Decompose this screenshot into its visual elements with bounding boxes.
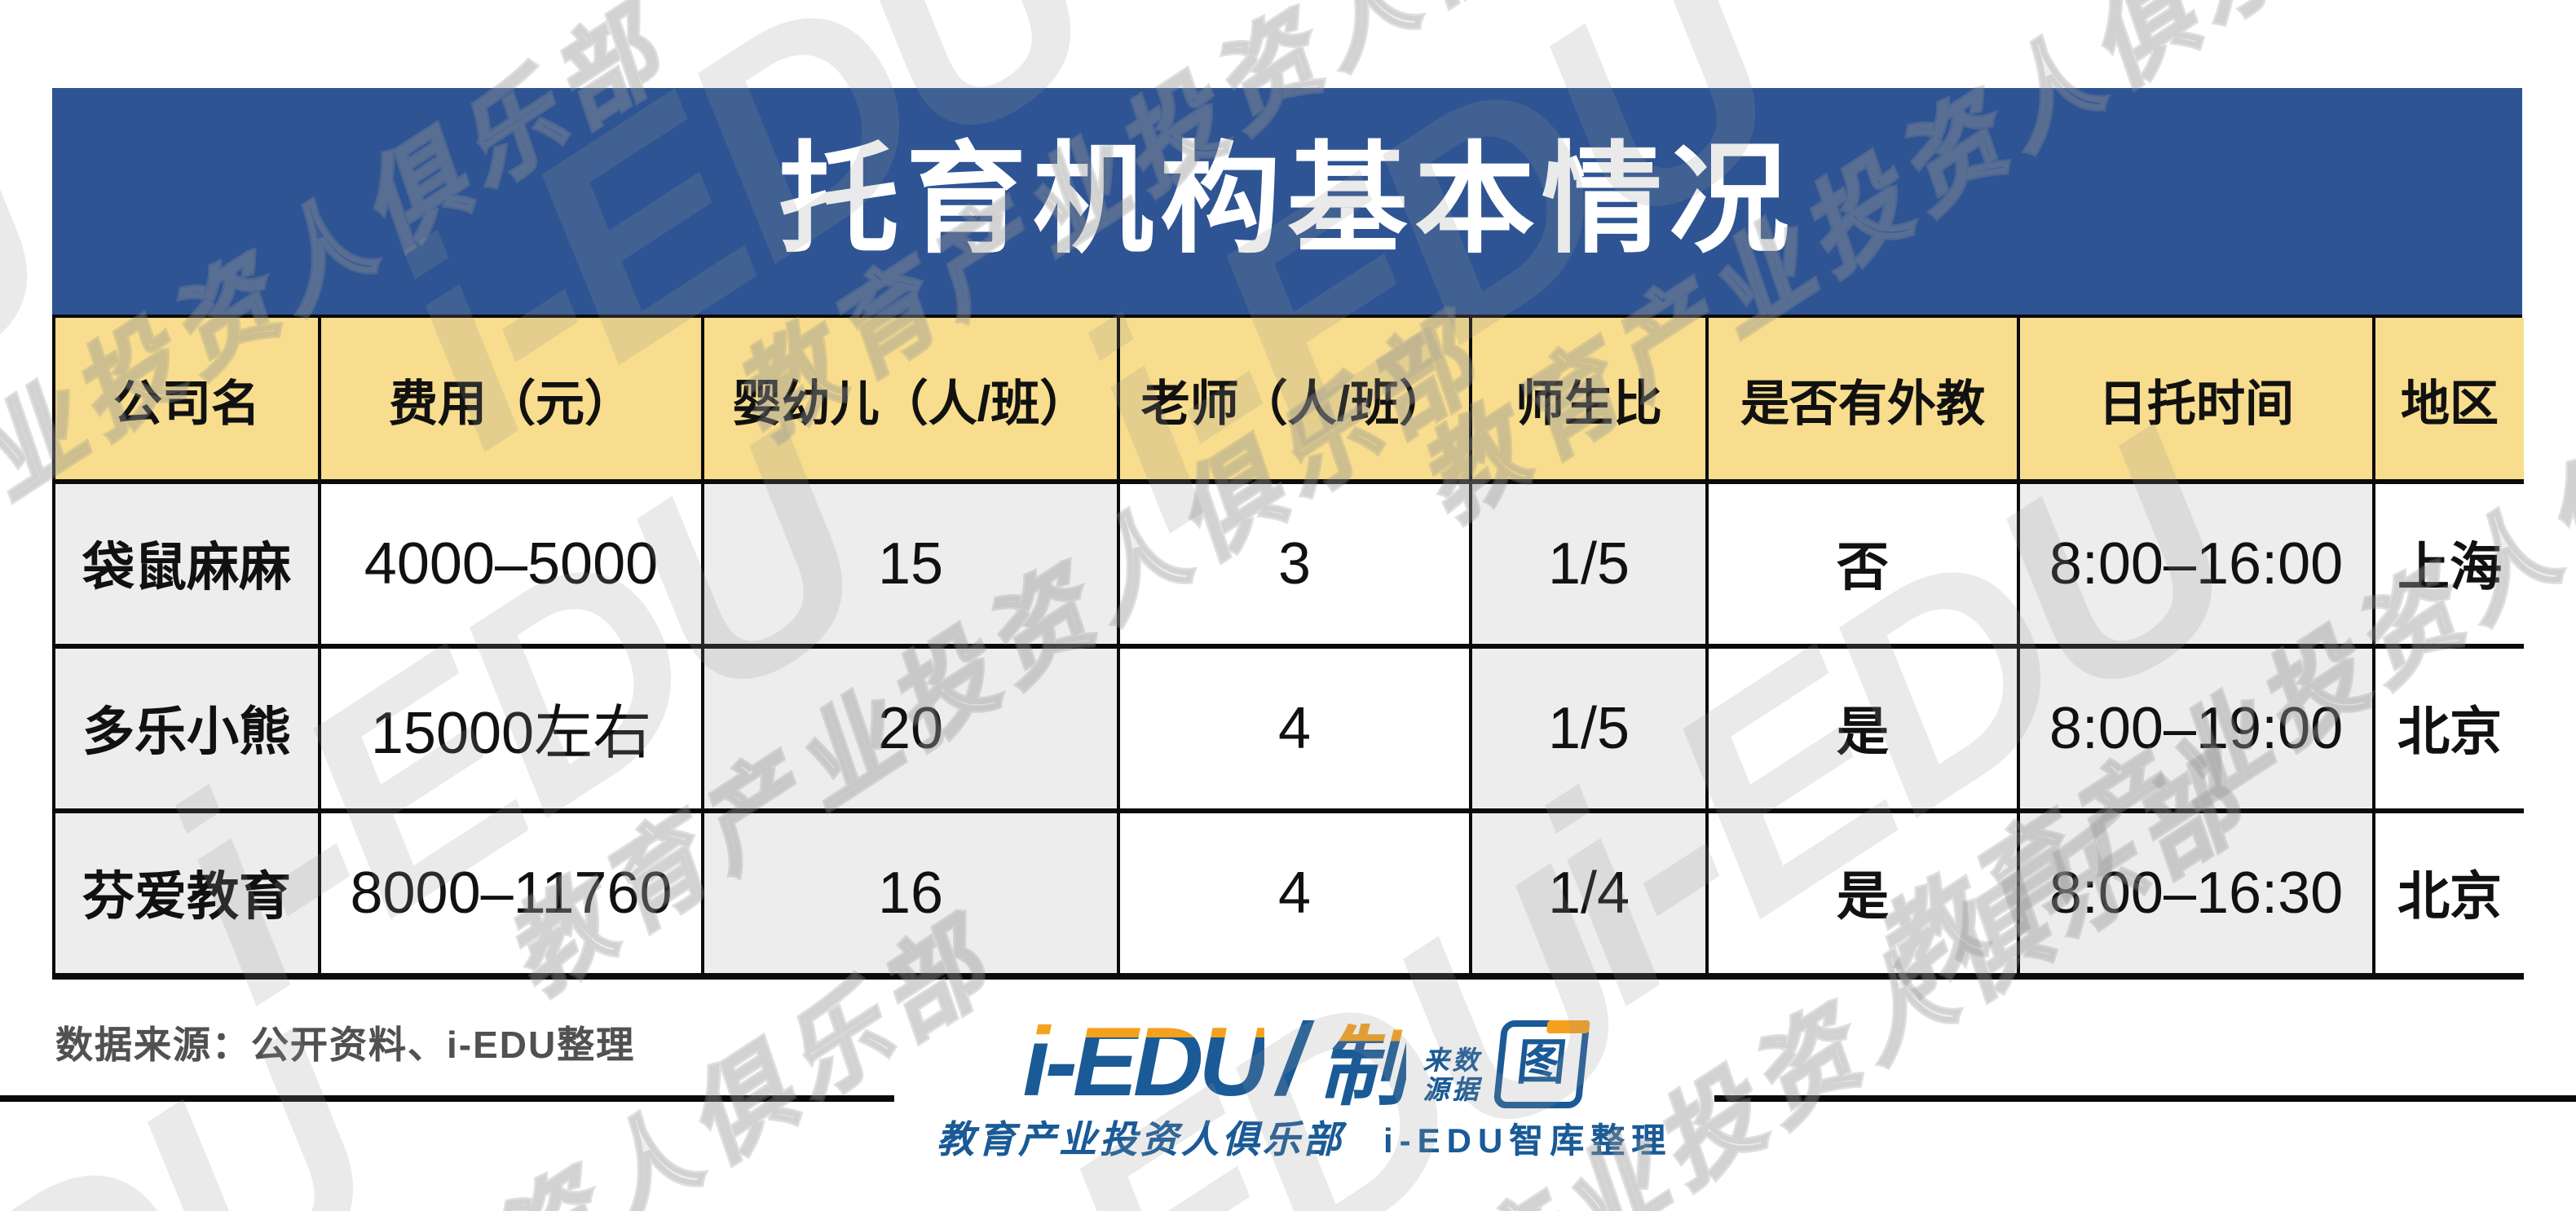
table-cell-teachers: 3 xyxy=(1117,482,1471,646)
logo-slash: / xyxy=(1277,1004,1306,1116)
column-header-ratio: 师生比 xyxy=(1469,318,1707,484)
iedu-logo: i-EDU / 制 来数 源据 图 教育产业投资人俱乐部 i-EDU智库整理 xyxy=(893,1004,1715,1169)
logo-tagline: i-EDU智库整理 xyxy=(1383,1123,1673,1160)
column-header-daycare-hours: 日托时间 xyxy=(2017,318,2374,484)
table-cell-ratio: 1/5 xyxy=(1469,482,1707,646)
table-cell-daycare-hours: 8:00–19:00 xyxy=(2017,644,2374,811)
logo-tu-accent-bar xyxy=(1546,1020,1591,1033)
table-cell-foreign-teacher: 否 xyxy=(1705,482,2018,646)
table-cell-company: 袋鼠麻麻 xyxy=(52,482,320,646)
logo-zhi-character: 制 xyxy=(1318,1019,1407,1116)
logo-sub-row: 教育产业投资人俱乐部 i-EDU智库整理 xyxy=(937,1121,1672,1159)
table-cell-region: 上海 xyxy=(2372,482,2524,646)
table-header-row: 公司名 费用（元） 婴幼儿（人/班） 老师（人/班） 师生比 是否有外教 日托时… xyxy=(52,318,2524,484)
childcare-table: 公司名 费用（元） 婴幼儿（人/班） 老师（人/班） 师生比 是否有外教 日托时… xyxy=(52,318,2524,980)
table-cell-daycare-hours: 8:00–16:00 xyxy=(2017,482,2374,646)
logo-brand-text: i-EDU xyxy=(1022,1007,1270,1116)
logo-tu-icon: 图 xyxy=(1493,1020,1591,1108)
table-cell-infants: 20 xyxy=(701,644,1118,811)
logo-club-text: 教育产业投资人俱乐部 xyxy=(936,1118,1344,1160)
table-cell-region: 北京 xyxy=(2372,644,2524,811)
table-cell-daycare-hours: 8:00–16:30 xyxy=(2017,808,2374,980)
column-header-fee: 费用（元） xyxy=(318,318,703,484)
table-row: 多乐小熊 15000左右 20 4 1/5 是 8:00–19:00 北京 xyxy=(52,644,2524,811)
logo-stack-top: 来数 xyxy=(1423,1048,1482,1076)
table-cell-infants: 15 xyxy=(701,482,1118,646)
title-bar: 托育机构基本情况 xyxy=(52,88,2522,318)
table-cell-fee: 8000–11760 xyxy=(318,808,703,980)
source-note: 数据来源：公开资料、i-EDU整理 xyxy=(55,1024,636,1066)
column-header-foreign-teacher: 是否有外教 xyxy=(1705,318,2018,484)
table-cell-ratio: 1/5 xyxy=(1469,644,1707,811)
table-cell-region: 北京 xyxy=(2372,808,2524,980)
column-header-company: 公司名 xyxy=(52,318,320,484)
table-cell-infants: 16 xyxy=(701,808,1118,980)
data-table-panel: 托育机构基本情况 公司名 费用（元） 婴幼儿（人/班） 老师（人/班） 师生比 … xyxy=(52,88,2524,980)
table-cell-company: 多乐小熊 xyxy=(52,644,320,811)
logo-tu-character: 图 xyxy=(1515,1037,1570,1090)
logo-main-row: i-EDU / 制 来数 源据 图 xyxy=(1022,1004,1591,1116)
table-row: 芬爱教育 8000–11760 16 4 1/4 是 8:00–16:30 北京 xyxy=(52,808,2524,980)
column-header-teachers: 老师（人/班） xyxy=(1117,318,1471,484)
table-cell-fee: 4000–5000 xyxy=(318,482,703,646)
table-cell-foreign-teacher: 是 xyxy=(1705,808,2018,980)
column-header-infants: 婴幼儿（人/班） xyxy=(701,318,1118,484)
table-cell-company: 芬爱教育 xyxy=(52,808,320,980)
table-cell-teachers: 4 xyxy=(1117,644,1471,811)
table-cell-ratio: 1/4 xyxy=(1469,808,1707,980)
table-cell-foreign-teacher: 是 xyxy=(1705,644,2018,811)
logo-data-source-stack: 来数 源据 xyxy=(1423,1048,1482,1105)
page-title: 托育机构基本情况 xyxy=(779,134,1796,268)
table-row: 袋鼠麻麻 4000–5000 15 3 1/5 否 8:00–16:00 上海 xyxy=(52,482,2524,646)
logo-stack-bottom: 源据 xyxy=(1423,1077,1482,1105)
table-cell-fee: 15000左右 xyxy=(318,644,703,811)
column-header-region: 地区 xyxy=(2372,318,2524,484)
table-cell-teachers: 4 xyxy=(1117,808,1471,980)
